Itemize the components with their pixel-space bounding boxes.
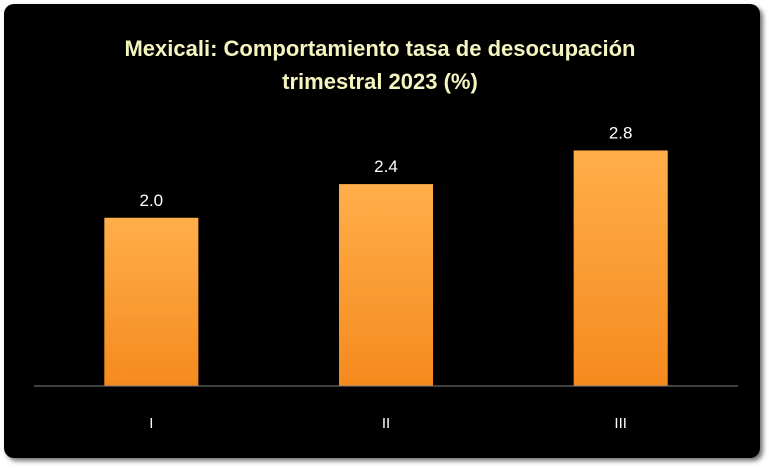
bar-III [573,150,668,386]
chart-title: Mexicali: Comportamiento tasa de desocup… [124,36,636,94]
x-tick-label-II: II [382,415,390,432]
x-tick-label-III: III [614,415,627,432]
data-label-I: 2.0 [140,191,164,210]
x-tick-label-I: I [149,415,153,432]
data-label-II: 2.4 [374,157,398,176]
data-label-III: 2.8 [609,123,633,142]
bar-I [104,217,199,386]
bar-II [339,184,433,386]
